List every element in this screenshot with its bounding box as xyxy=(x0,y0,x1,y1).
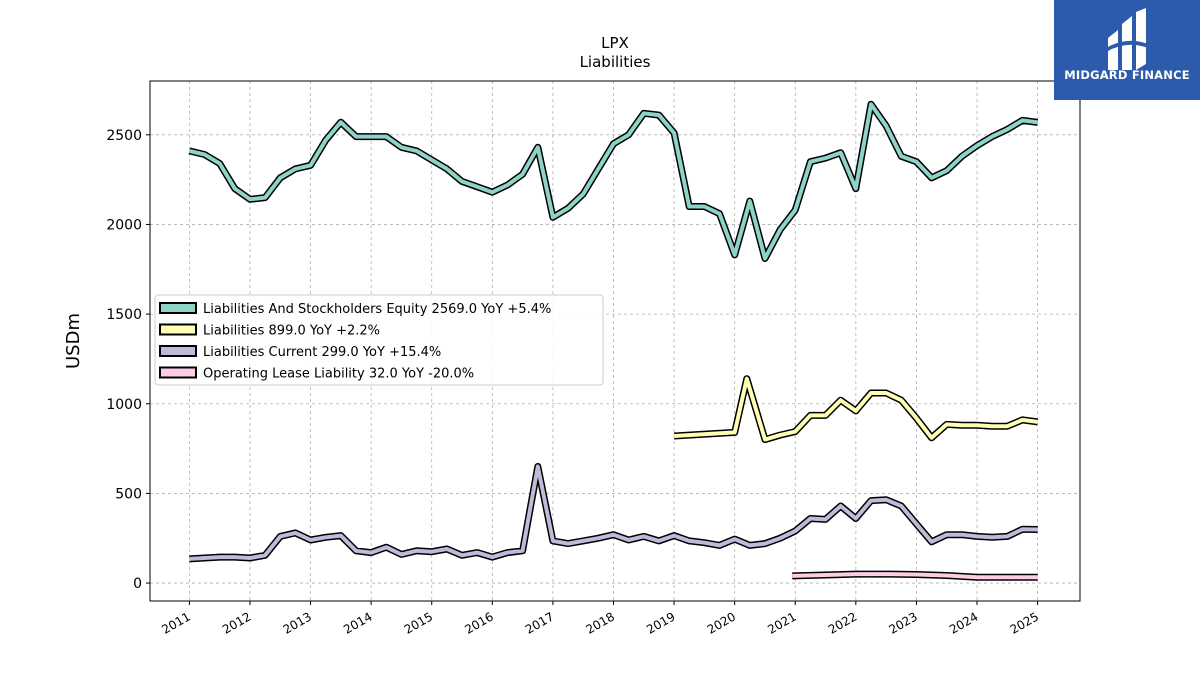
series-line-3 xyxy=(792,572,1038,580)
x-tick-label: 2015 xyxy=(402,609,435,636)
y-axis-label: USDm xyxy=(63,313,84,369)
y-tick-label: 1500 xyxy=(106,307,142,323)
series-lines xyxy=(188,100,1039,581)
legend: Liabilities And Stockholders Equity 2569… xyxy=(154,294,604,386)
legend-swatch-0 xyxy=(159,302,197,314)
x-tick-label: 2016 xyxy=(462,609,495,636)
y-tick-label: 500 xyxy=(115,486,142,502)
y-tick-label: 2500 xyxy=(106,128,142,144)
x-tick-label: 2021 xyxy=(765,609,798,636)
x-tick-label: 2022 xyxy=(826,609,859,636)
x-tick-label: 2024 xyxy=(947,609,980,636)
x-tick-label: 2023 xyxy=(886,609,919,636)
legend-label-1: Liabilities 899.0 YoY +2.2% xyxy=(203,324,380,339)
grid xyxy=(150,81,1080,601)
plot-area-frame xyxy=(149,80,1081,602)
x-tick-label: 2019 xyxy=(644,609,677,636)
legend-label-3: Operating Lease Liability 32.0 YoY -20.0… xyxy=(203,367,474,382)
series-line-1 xyxy=(673,376,1038,442)
legend-swatch-2 xyxy=(159,345,197,357)
y-tick-label: 1000 xyxy=(106,397,142,413)
midgard-finance-logo: MIDGARD FINANCE xyxy=(1054,0,1200,100)
chart-title: LPX xyxy=(601,34,629,52)
y-tick-label: 0 xyxy=(133,576,142,592)
legend-swatch-3 xyxy=(159,366,197,379)
logo-mark-icon xyxy=(1106,8,1148,70)
x-tick-label: 2020 xyxy=(705,609,738,636)
legend-frame xyxy=(154,294,604,386)
legend-label-2: Liabilities Current 299.0 YoY +15.4% xyxy=(203,345,441,360)
x-tick-label: 2014 xyxy=(341,609,374,636)
x-tick-label: 2017 xyxy=(523,609,556,636)
legend-swatch-1 xyxy=(159,323,197,336)
y-tick-label: 2000 xyxy=(106,217,142,233)
chart-subtitle: Liabilities xyxy=(580,53,651,71)
series-line-0 xyxy=(188,102,1038,261)
x-tick-label: 2012 xyxy=(220,609,253,636)
legend-label-0: Liabilities And Stockholders Equity 2569… xyxy=(203,302,551,317)
series-line-outline-0 xyxy=(188,100,1039,262)
x-tick-label: 2018 xyxy=(584,609,617,636)
logo-text: MIDGARD FINANCE xyxy=(1064,68,1190,82)
x-tick-label: 2013 xyxy=(281,609,314,636)
series-line-2 xyxy=(189,464,1038,561)
x-tick-label: 2025 xyxy=(1008,609,1041,636)
x-tick-label: 2011 xyxy=(159,609,192,636)
